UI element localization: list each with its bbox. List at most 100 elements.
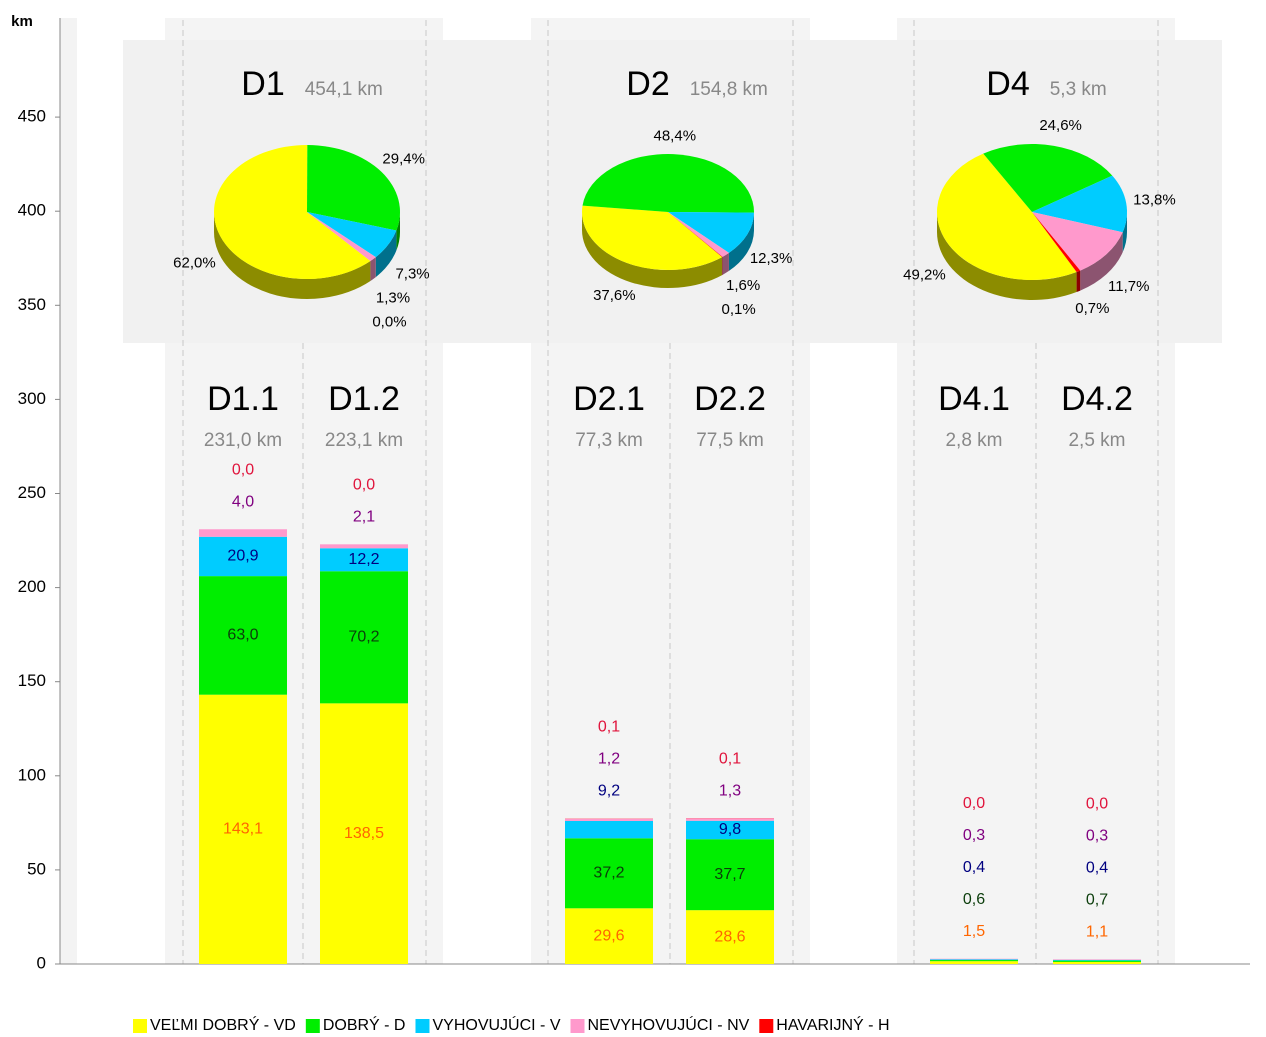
bar-segment [199, 694, 287, 964]
y-tick-label: 50 [27, 859, 46, 878]
legend-swatch [570, 1019, 585, 1033]
y-tick-label: 0 [37, 953, 46, 972]
pie-label: 0,7% [1075, 300, 1109, 317]
legend-swatch [759, 1019, 774, 1033]
pie-label: 49,2% [903, 266, 946, 283]
legend-label: NEVYHOVUJÚCI - NV [588, 1015, 750, 1034]
y-tick-label: 350 [18, 295, 46, 314]
pie-side [582, 212, 723, 289]
pie-subtitle: 154,8 km [690, 79, 768, 100]
data-label: 0,0 [232, 461, 254, 478]
data-label: 1,2 [598, 751, 620, 768]
pie-side [937, 212, 1077, 301]
data-label: 12,2 [348, 551, 379, 568]
legend-label: HAVARIJNÝ - H [776, 1015, 889, 1034]
pie-side [396, 212, 400, 251]
bar-segment [930, 961, 1018, 964]
data-label: 143,1 [223, 821, 263, 838]
bar-segment [686, 839, 774, 911]
data-label: 2,1 [353, 509, 375, 526]
pie-side [1080, 232, 1123, 291]
bar-segment [686, 818, 774, 821]
y-tick-label: 150 [18, 671, 46, 690]
bar-segment [320, 703, 408, 964]
pie-side [722, 252, 729, 275]
bar-segment [1053, 960, 1141, 962]
pie-title: D1 [241, 65, 284, 103]
data-label: 28,6 [714, 928, 745, 945]
pie-label: 0,1% [722, 301, 756, 318]
bar-segment [686, 820, 774, 840]
data-label: 0,4 [1086, 860, 1108, 877]
pie-subtitle: 5,3 km [1050, 79, 1107, 100]
data-label: 0,7 [1086, 892, 1108, 909]
category-subtitle: 223,1 km [325, 430, 403, 451]
data-label: 9,8 [719, 821, 741, 838]
pie-label: 11,7% [1108, 278, 1149, 295]
data-label: 0,3 [963, 827, 985, 844]
pie-label: 1,6% [726, 277, 760, 294]
bar-segment [565, 908, 653, 964]
category-subtitle: 2,8 km [945, 430, 1002, 451]
category-label: D4.2 [1061, 380, 1133, 418]
y-axis-label: km [11, 13, 33, 30]
data-label: 138,5 [344, 825, 384, 842]
category-label: D1.1 [207, 380, 279, 418]
data-label: 1,3 [719, 782, 741, 799]
pie-slice [307, 212, 397, 258]
bar-segment [320, 544, 408, 549]
y-tick-label: 250 [18, 483, 46, 502]
data-label: 9,2 [598, 783, 620, 800]
bar-segment [686, 910, 774, 964]
pie-slice [307, 212, 376, 262]
bar-segment [320, 548, 408, 572]
pie-slice [1032, 212, 1081, 273]
pie-label: 1,3% [376, 289, 410, 306]
category-subtitle: 77,3 km [575, 430, 643, 451]
pie-label: 0,0% [372, 313, 406, 330]
pie-title: D4 [986, 65, 1029, 103]
data-label: 0,1 [719, 750, 741, 767]
category-subtitle: 77,5 km [696, 430, 764, 451]
data-label: 0,0 [353, 477, 375, 494]
data-label: 0,0 [963, 795, 985, 812]
category-label: D2.2 [694, 380, 766, 418]
category-subtitle: 2,5 km [1068, 430, 1125, 451]
pie-side [375, 230, 397, 278]
data-label: 0,3 [1086, 828, 1108, 845]
bar-segment [320, 571, 408, 704]
pie-slice [936, 153, 1077, 281]
bar-segment [1053, 959, 1141, 960]
pie-label: 13,8% [1133, 191, 1176, 208]
data-label: 0,6 [963, 891, 985, 908]
pie-label: 29,4% [382, 151, 425, 168]
data-label: 1,5 [963, 923, 985, 940]
bar-segment [199, 536, 287, 577]
pie-slice [668, 212, 729, 257]
pie-slice [582, 153, 754, 213]
data-label: 70,2 [348, 629, 379, 646]
pie-slice [582, 205, 723, 271]
legend-label: DOBRÝ - D [323, 1015, 406, 1034]
pie-side [1076, 270, 1081, 293]
bar-segment [1053, 961, 1141, 964]
pie-label: 24,6% [1039, 117, 1082, 134]
pie-label: 48,4% [654, 128, 697, 145]
pie-subtitle: 454,1 km [305, 79, 383, 100]
y-tick-label: 450 [18, 107, 46, 126]
pie-slice [307, 145, 400, 231]
pie-label: 7,3% [395, 265, 429, 282]
category-label: D2.1 [573, 380, 645, 418]
data-label: 37,7 [714, 866, 745, 883]
legend-swatch [133, 1019, 147, 1033]
pie-slice [1032, 212, 1123, 271]
legend-swatch [305, 1019, 320, 1033]
legend-label: VEĽMI DOBRÝ - VD [150, 1015, 296, 1034]
pie-slice [983, 144, 1113, 212]
pie-side [370, 257, 376, 282]
bar-segment [199, 529, 287, 537]
y-tick-label: 100 [18, 765, 46, 784]
category-subtitle: 231,0 km [204, 430, 282, 451]
data-label: 4,0 [232, 493, 254, 510]
